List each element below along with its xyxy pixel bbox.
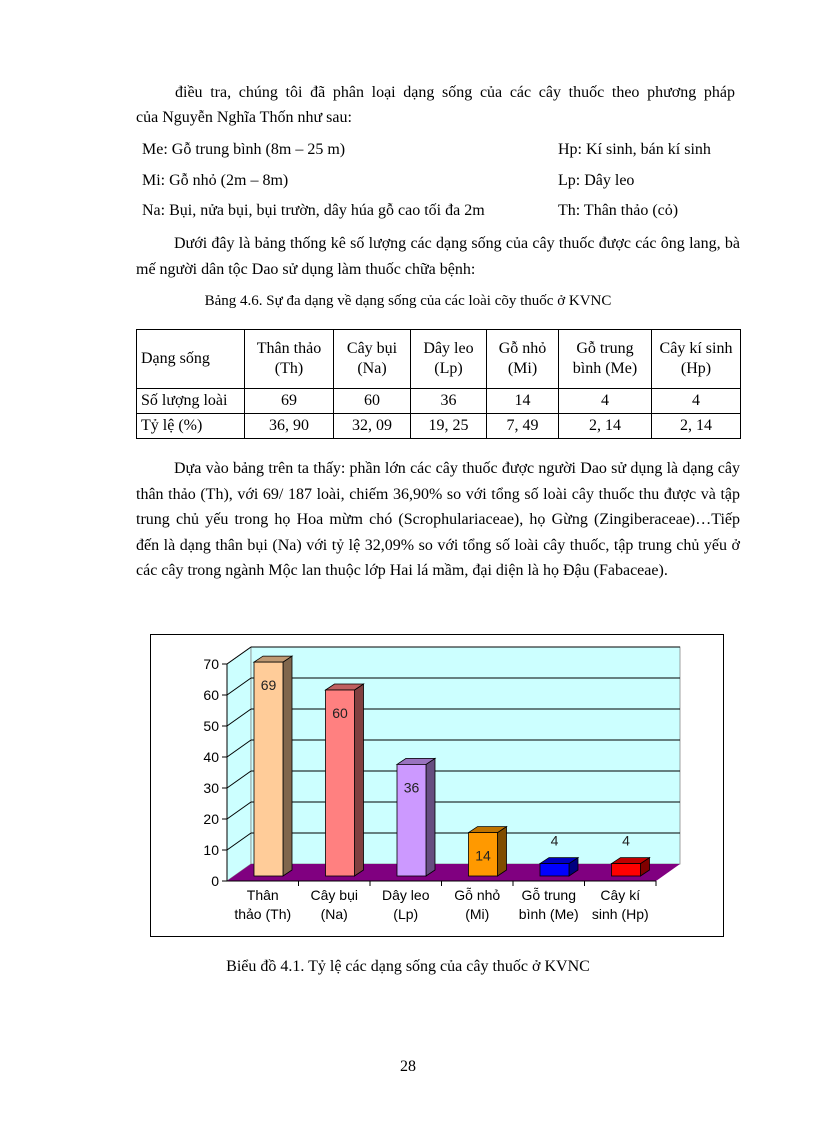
table-cell: Số lượng loài xyxy=(136,388,245,414)
table-cell: 4 xyxy=(651,388,741,414)
gridline-side xyxy=(226,708,252,727)
chart-svg: 0 10 20 30 40 50 60 70 69 Thân thảo (Th) 60 Cây bụi (… xyxy=(203,646,681,922)
table-cell: 2, 14 xyxy=(651,413,741,439)
table-cell: 19, 25 xyxy=(410,413,487,439)
table-cell: 36 xyxy=(410,388,487,414)
header-cell: Gỗ nhỏ (Mi) xyxy=(486,329,559,389)
y-tick-label: 40 xyxy=(203,749,219,765)
def-na: Na: Bụi, nửa bụi, bụi trườn, dây húa gỗ … xyxy=(142,202,485,219)
data-label: 14 xyxy=(475,848,491,864)
gridline-side xyxy=(226,801,252,820)
bar xyxy=(468,832,498,877)
x-tick-label: (Mi) xyxy=(465,906,489,922)
table-cell: 60 xyxy=(333,388,411,414)
chart-back-wall xyxy=(250,646,681,865)
x-tick-label: Gỗ trung xyxy=(522,887,576,903)
life-form-table: Dạng sống Thân thảo (Th) Cây bụi (Na) Dâ… xyxy=(136,329,741,439)
intro-line-2: của Nguyễn Nghĩa Thốn như sau: xyxy=(136,109,352,126)
table-cell: 32, 09 xyxy=(333,413,411,439)
table-cell: 7, 49 xyxy=(486,413,559,439)
paragraph-analysis: Dựa vào bảng trên ta thấy: phần lớn các … xyxy=(136,460,740,579)
x-tick-label: sinh (Hp) xyxy=(592,906,649,922)
table-cell: 2, 14 xyxy=(558,413,652,439)
bar xyxy=(253,661,284,877)
def-th: Th: Thân thảo (cỏ) xyxy=(558,202,679,219)
def-mi: Mi: Gỗ nhỏ (2m – 8m) xyxy=(142,172,289,189)
table-cell: 4 xyxy=(558,388,652,414)
y-tick-label: 20 xyxy=(203,811,219,827)
def-hp: Hp: Kí sinh, bán kí sinh xyxy=(558,141,711,158)
table-header-row: Dạng sống Thân thảo (Th) Cây bụi (Na) Dâ… xyxy=(136,329,741,389)
header-cell: Cây kí sinh (Hp) xyxy=(651,329,741,389)
table-cell: 69 xyxy=(244,388,334,414)
x-tick-label: (Lp) xyxy=(393,906,418,922)
chart-caption: Biểu đồ 4.1. Tỷ lệ các dạng sống của cây… xyxy=(226,958,590,975)
x-tick-label: bình (Me) xyxy=(519,906,579,922)
x-tick-label: Cây kí xyxy=(600,887,640,903)
def-lp: Lp: Dây leo xyxy=(558,172,635,189)
intro-line-1: điều tra, chúng tôi đã phân loại dạng số… xyxy=(175,84,735,101)
data-label: 4 xyxy=(622,833,630,849)
gridline-side xyxy=(226,832,252,851)
x-tick-label: Dây leo xyxy=(382,887,430,903)
bar xyxy=(325,689,355,877)
header-cell: Gỗ trung bình (Me) xyxy=(558,329,652,389)
table-cell: Tỷ lệ (%) xyxy=(136,413,245,439)
y-tick-label: 60 xyxy=(203,687,219,703)
x-tick-label: thảo (Th) xyxy=(234,906,291,922)
data-label: 36 xyxy=(404,779,420,795)
x-tick-label: Thân xyxy=(247,887,279,903)
data-label: 69 xyxy=(261,677,277,693)
header-cell: Dây leo (Lp) xyxy=(410,329,487,389)
bar-side xyxy=(354,683,364,877)
data-label: 60 xyxy=(332,705,348,721)
page-number: 28 xyxy=(400,1058,416,1075)
header-cell: Dạng sống xyxy=(136,329,245,389)
bar-side xyxy=(425,757,436,877)
x-tick-label: Cây bụi xyxy=(311,887,358,903)
y-tick-label: 10 xyxy=(203,842,219,858)
gridline-side xyxy=(226,739,252,758)
bar-side xyxy=(282,655,293,877)
header-cell: Thân thảo (Th) xyxy=(244,329,334,389)
bar xyxy=(539,863,570,877)
y-tick-label: 0 xyxy=(211,873,219,889)
bar xyxy=(611,863,641,877)
header-cell: Cây bụi (Na) xyxy=(333,329,411,389)
table-row: Số lượng loài 69 60 36 14 4 4 xyxy=(136,388,741,414)
x-tick-label: Gỗ nhỏ xyxy=(454,887,500,903)
def-me: Me: Gỗ trung bình (8m – 25 m) xyxy=(142,141,346,158)
table-cell: 36, 90 xyxy=(244,413,334,439)
y-tick-label: 30 xyxy=(203,780,219,796)
chart-side-wall xyxy=(226,646,252,882)
y-tick-label: 70 xyxy=(203,656,219,672)
y-tick-label: 50 xyxy=(203,718,219,734)
table-cell: 14 xyxy=(486,388,559,414)
bar-side xyxy=(497,825,507,877)
paragraph-intro-table: Dưới đây là bảng thống kê số lượng các d… xyxy=(136,235,740,278)
data-label: 4 xyxy=(551,833,559,849)
gridline-side xyxy=(226,677,252,696)
gridline-side xyxy=(226,770,252,789)
x-tick-label: (Na) xyxy=(321,906,348,922)
gridline-side xyxy=(226,646,252,665)
life-form-bar-chart: 0 10 20 30 40 50 60 70 69 Thân thảo (Th) 60 Cây bụi (… xyxy=(150,634,724,937)
table-caption: Bảng 4.6. Sự đa dạng về dạng sống của cá… xyxy=(204,293,612,309)
bar xyxy=(396,763,427,877)
table-row: Tỷ lệ (%) 36, 90 32, 09 19, 25 7, 49 2, … xyxy=(136,413,741,439)
